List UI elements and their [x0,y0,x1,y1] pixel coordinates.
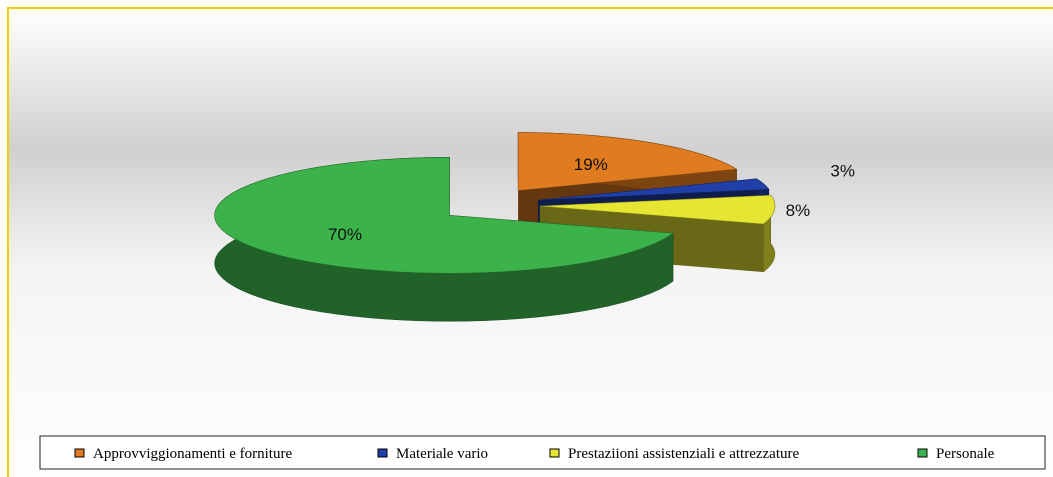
data-label: 3% [830,161,855,180]
data-label: 8% [786,201,811,220]
data-label: 19% [574,155,608,174]
legend-swatch [377,448,388,458]
legend-swatch [549,448,560,458]
slice [537,178,770,201]
legend-box [39,435,1046,470]
legend-label: Approvviggionamenti e forniture [93,446,292,462]
legend-label: Materiale vario [396,446,488,462]
legend: Approvviggionamenti e forniture Materiale… [74,446,995,462]
legend-label: Prestaziioni assistenziali e attrezzatur… [568,446,799,462]
slice [517,132,738,191]
pie-tops: 19% 3% 8% 70% [214,132,855,274]
pie: 19% 3% 8% 70% [214,132,855,322]
legend-label: Personale [936,446,995,462]
slice [539,194,776,225]
data-label: 70% [328,225,362,244]
slice [214,156,674,274]
legend-swatch [74,448,85,458]
legend-swatch [917,448,928,458]
